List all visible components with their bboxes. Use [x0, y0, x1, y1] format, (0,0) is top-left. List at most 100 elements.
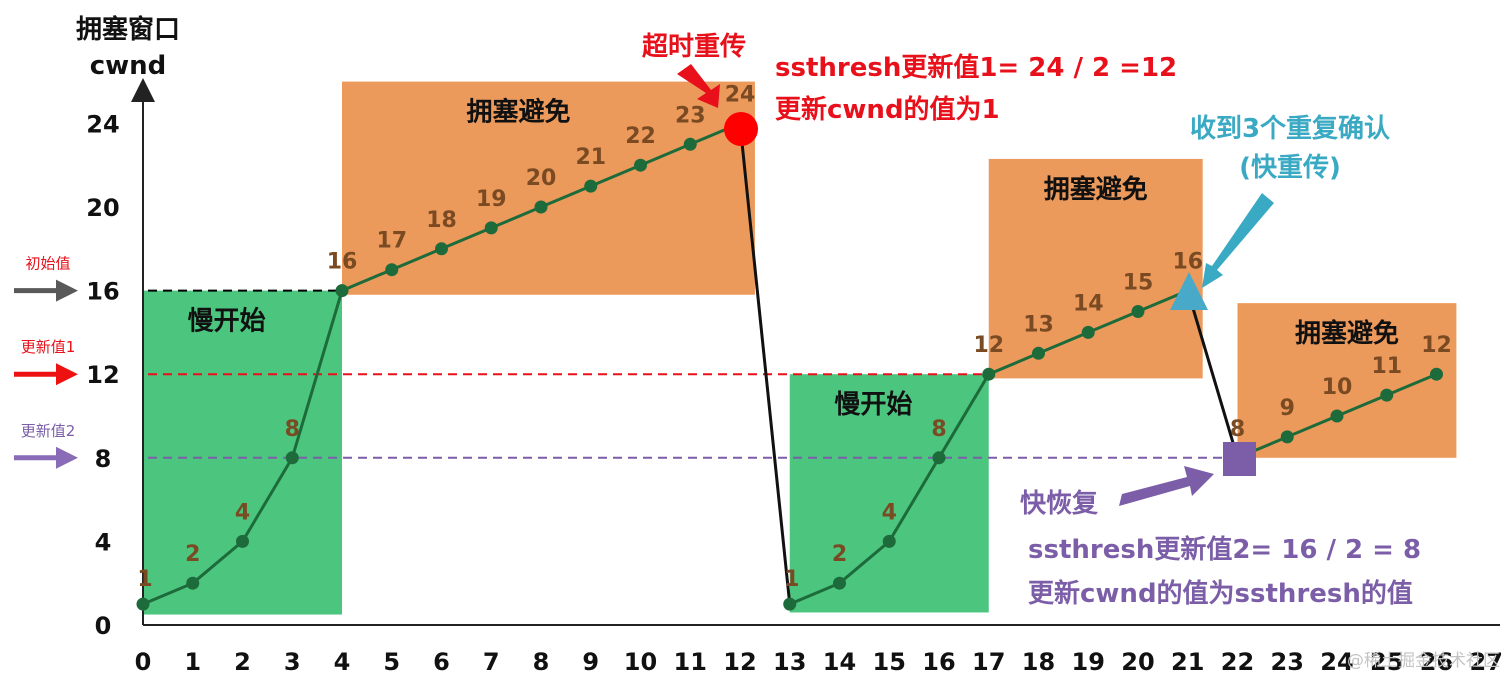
- point-label-25: 11: [1371, 354, 1402, 379]
- point-label-12: 24: [725, 82, 756, 107]
- data-points: [136, 116, 1443, 611]
- data-point-2-13: [783, 597, 797, 611]
- region-label-0: 慢开始: [188, 307, 266, 337]
- data-point-2-20: [1131, 305, 1145, 318]
- x-tick-6: 6: [433, 648, 450, 676]
- point-label-5: 17: [376, 229, 407, 254]
- x-tick-1: 1: [184, 648, 201, 676]
- point-label-10: 22: [625, 124, 656, 149]
- x-tick-19: 19: [1072, 648, 1105, 676]
- data-point-2-18: [1032, 346, 1045, 360]
- triple-ack-marker: [1170, 272, 1208, 310]
- point-label-0: 1: [137, 567, 152, 592]
- x-tick-14: 14: [823, 648, 856, 676]
- point-label-23: 9: [1280, 396, 1295, 421]
- x-tick-27: 27: [1470, 648, 1503, 676]
- x-tick-4: 4: [334, 648, 351, 676]
- point-label-17: 12: [973, 333, 1004, 358]
- fast-recovery-arrow: [1119, 466, 1214, 506]
- point-label-6: 18: [426, 208, 457, 233]
- point-label-19: 14: [1073, 291, 1104, 316]
- timeout-marker: [724, 112, 758, 146]
- data-point-1-3: [285, 451, 299, 465]
- region-congestion-avoidance-1: [342, 81, 755, 295]
- data-point-3-25: [1380, 388, 1394, 402]
- x-tick-22: 22: [1221, 648, 1254, 676]
- y-axis-title-line2: cwnd: [90, 51, 167, 81]
- timeout-line2: 更新cwnd的值为1: [775, 94, 1000, 125]
- y-tick-20: 20: [86, 194, 119, 222]
- region-congestion-avoidance-3: [988, 158, 1203, 379]
- data-point-1-2: [236, 534, 249, 548]
- y-tick-0: 0: [95, 612, 112, 640]
- x-tick-9: 9: [582, 648, 599, 676]
- point-label-7: 19: [476, 187, 507, 212]
- x-tick-7: 7: [483, 648, 500, 676]
- x-tick-23: 23: [1271, 648, 1304, 676]
- x-tick-0: 0: [135, 648, 152, 676]
- threshold-side-label-8: 更新值2: [21, 422, 76, 440]
- data-point-1-5: [385, 263, 399, 277]
- fast-recovery-marker: [1223, 442, 1256, 476]
- point-label-26: 12: [1421, 333, 1452, 358]
- data-point-1-8: [534, 200, 548, 214]
- drop-line-1: [1186, 290, 1239, 459]
- point-label-16: 8: [931, 417, 946, 442]
- point-label-8: 20: [526, 166, 557, 191]
- x-tick-11: 11: [674, 648, 707, 676]
- point-label-21: 16: [1172, 250, 1203, 275]
- data-point-1-6: [435, 242, 448, 256]
- point-label-9: 21: [575, 145, 606, 170]
- x-tick-13: 13: [773, 648, 806, 676]
- x-tick-18: 18: [1022, 648, 1055, 676]
- timeout-title: 超时重传: [642, 32, 746, 62]
- point-label-1: 2: [185, 542, 200, 567]
- threshold-side-label-16: 初始值: [25, 255, 70, 273]
- timeout-line1: ssthresh更新值1= 24 / 2 =12: [775, 52, 1177, 83]
- point-labels: 1248161718192021222324124812131415168910…: [137, 82, 1451, 592]
- x-tick-17: 17: [972, 648, 1005, 676]
- data-point-2-19: [1081, 325, 1095, 339]
- point-label-18: 13: [1023, 312, 1054, 337]
- data-point-1-11: [683, 137, 697, 151]
- y-axis-title-line1: 拥塞窗口: [76, 14, 180, 45]
- triple-ack-arrow: [1202, 193, 1274, 288]
- point-label-15: 4: [882, 500, 897, 525]
- data-point-2-17: [982, 367, 996, 381]
- data-point-3-23: [1280, 430, 1294, 444]
- point-label-2: 4: [235, 500, 250, 525]
- threshold-arrow-head-8: [56, 446, 78, 469]
- point-label-13: 1: [784, 567, 799, 592]
- x-tick-12: 12: [723, 648, 756, 676]
- watermark: @稀土掘金技术社区: [1347, 651, 1500, 671]
- region-label-2: 慢开始: [834, 390, 912, 420]
- fast-recovery-line2: 更新cwnd的值为ssthresh的值: [1028, 578, 1413, 609]
- timeout-arrow: [677, 64, 720, 108]
- threshold-arrow-head-12: [56, 363, 78, 386]
- x-tick-2: 2: [234, 648, 251, 676]
- y-tick-24: 24: [86, 110, 119, 138]
- x-tick-16: 16: [922, 648, 955, 676]
- x-tick-15: 15: [873, 648, 906, 676]
- drop-line-0: [738, 123, 792, 605]
- x-tick-10: 10: [624, 648, 657, 676]
- x-tick-20: 20: [1121, 648, 1154, 676]
- region-label-3: 拥塞避免: [1044, 174, 1148, 205]
- data-point-1-1: [186, 576, 200, 590]
- data-point-3-24: [1330, 409, 1344, 423]
- threshold-arrow-head-16: [56, 279, 78, 302]
- data-point-1-0: [136, 597, 150, 611]
- x-tick-5: 5: [383, 648, 400, 676]
- data-point-2-15: [882, 534, 896, 548]
- data-point-3-26: [1430, 367, 1443, 381]
- point-label-3: 8: [285, 417, 300, 442]
- data-point-2-14: [833, 576, 846, 590]
- point-label-14: 2: [832, 542, 847, 567]
- point-label-4: 16: [327, 250, 358, 275]
- axes: 拥塞窗口 cwnd: [76, 14, 1500, 626]
- threshold-side-label-12: 更新值1: [21, 338, 76, 356]
- annotations: 超时重传 ssthresh更新值1= 24 / 2 =12 更新cwnd的值为1…: [642, 32, 1421, 609]
- x-tick-25: 25: [1370, 648, 1403, 676]
